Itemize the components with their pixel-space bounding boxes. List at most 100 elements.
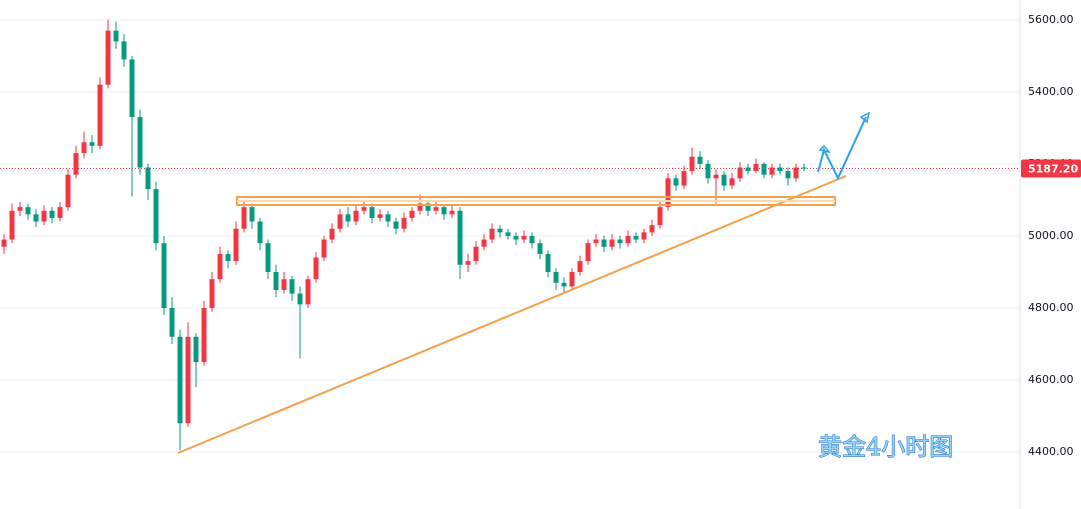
candle-body bbox=[265, 243, 271, 272]
candle-body bbox=[9, 210, 15, 240]
candle-body bbox=[681, 171, 687, 186]
candle-body bbox=[177, 336, 183, 424]
candle-body bbox=[457, 210, 463, 265]
candle-body bbox=[713, 174, 719, 179]
candle-body bbox=[545, 253, 551, 272]
candle-body bbox=[249, 207, 255, 222]
candle-body bbox=[793, 167, 799, 179]
candle-body bbox=[601, 239, 607, 247]
candle-body bbox=[697, 156, 703, 164]
candle-body bbox=[185, 336, 191, 424]
candle-body bbox=[25, 207, 31, 215]
candle-body bbox=[217, 253, 223, 280]
candle-body bbox=[361, 207, 367, 211]
candle-body bbox=[593, 239, 599, 244]
candle-body bbox=[209, 279, 215, 308]
arrow-head bbox=[859, 111, 871, 124]
candle-body bbox=[273, 271, 279, 290]
candle-body bbox=[225, 253, 231, 262]
candle-body bbox=[489, 228, 495, 240]
candle-body bbox=[353, 210, 359, 222]
candle-body bbox=[473, 246, 479, 262]
candle-body bbox=[105, 30, 111, 85]
candle-body bbox=[257, 221, 263, 244]
candle-body bbox=[777, 167, 783, 172]
candle-body bbox=[665, 178, 671, 208]
candle-body bbox=[241, 207, 247, 229]
candle-body bbox=[529, 235, 535, 244]
candle-body bbox=[169, 307, 175, 337]
candle-body bbox=[89, 142, 95, 146]
candle-body bbox=[337, 214, 343, 229]
candle-body bbox=[721, 174, 727, 186]
chart-annotation: 黄金4小时图 bbox=[818, 433, 953, 461]
candle-body bbox=[505, 232, 511, 236]
candle-body bbox=[625, 235, 631, 244]
y-tick-label: 4600.00 bbox=[1028, 373, 1074, 386]
y-tick-label: 5400.00 bbox=[1028, 85, 1074, 98]
candle-body bbox=[513, 235, 519, 240]
candle-body bbox=[41, 210, 47, 222]
candle-body bbox=[737, 167, 743, 179]
y-tick-label: 5000.00 bbox=[1028, 229, 1074, 242]
candle-body bbox=[113, 30, 119, 42]
trend-line bbox=[177, 175, 847, 454]
candle-body bbox=[769, 167, 775, 175]
last-price-label: 5187.20 bbox=[1028, 163, 1078, 176]
candle-body bbox=[673, 178, 679, 186]
candle-body bbox=[385, 214, 391, 222]
candle-body bbox=[553, 271, 559, 283]
candle-body bbox=[201, 307, 207, 363]
candle-body bbox=[633, 235, 639, 240]
candle-body bbox=[561, 282, 567, 287]
candle-body bbox=[57, 207, 63, 218]
candle-body bbox=[497, 228, 503, 233]
candle-body bbox=[641, 232, 647, 240]
candle-body bbox=[689, 156, 695, 172]
candle-body bbox=[393, 221, 399, 229]
candle-body bbox=[73, 153, 79, 175]
candle-body bbox=[417, 203, 423, 211]
candle-body bbox=[289, 279, 295, 294]
candle-body bbox=[17, 207, 23, 211]
last-price-tag bbox=[1021, 159, 1081, 178]
y-tick-label: 5600.00 bbox=[1028, 13, 1074, 26]
candle-body bbox=[785, 171, 791, 179]
candle-body bbox=[409, 210, 415, 218]
candle-body bbox=[81, 142, 87, 154]
candle-body bbox=[537, 243, 543, 254]
candle-body bbox=[369, 207, 375, 218]
arrow-head bbox=[818, 144, 831, 154]
candle-body bbox=[441, 207, 447, 215]
candle-body bbox=[281, 279, 287, 290]
candle-body bbox=[753, 163, 759, 172]
candle-body bbox=[465, 261, 471, 265]
candle-body bbox=[729, 178, 735, 186]
candle-body bbox=[145, 167, 151, 190]
candle-body bbox=[521, 235, 527, 240]
candle-body bbox=[129, 59, 135, 118]
candle-body bbox=[305, 279, 311, 305]
candle-body bbox=[657, 207, 663, 226]
candle-body bbox=[297, 293, 303, 305]
candle-body bbox=[121, 41, 127, 60]
drawings bbox=[177, 111, 871, 454]
candle-body bbox=[745, 167, 751, 172]
candle-body bbox=[649, 225, 655, 233]
candle-body bbox=[425, 203, 431, 211]
candle-body bbox=[65, 174, 71, 208]
candle-body bbox=[345, 214, 351, 222]
candle-body bbox=[161, 243, 167, 308]
candle-body bbox=[97, 84, 103, 146]
candle-body bbox=[761, 163, 767, 175]
candle-body bbox=[49, 210, 55, 218]
candle-body bbox=[33, 214, 39, 222]
candle-body bbox=[585, 243, 591, 262]
candle-body bbox=[153, 189, 159, 244]
candle-body bbox=[569, 271, 575, 287]
candle-body bbox=[705, 163, 711, 179]
y-tick-label: 4800.00 bbox=[1028, 301, 1074, 314]
candle-body bbox=[137, 117, 143, 168]
candle-body bbox=[609, 239, 615, 247]
